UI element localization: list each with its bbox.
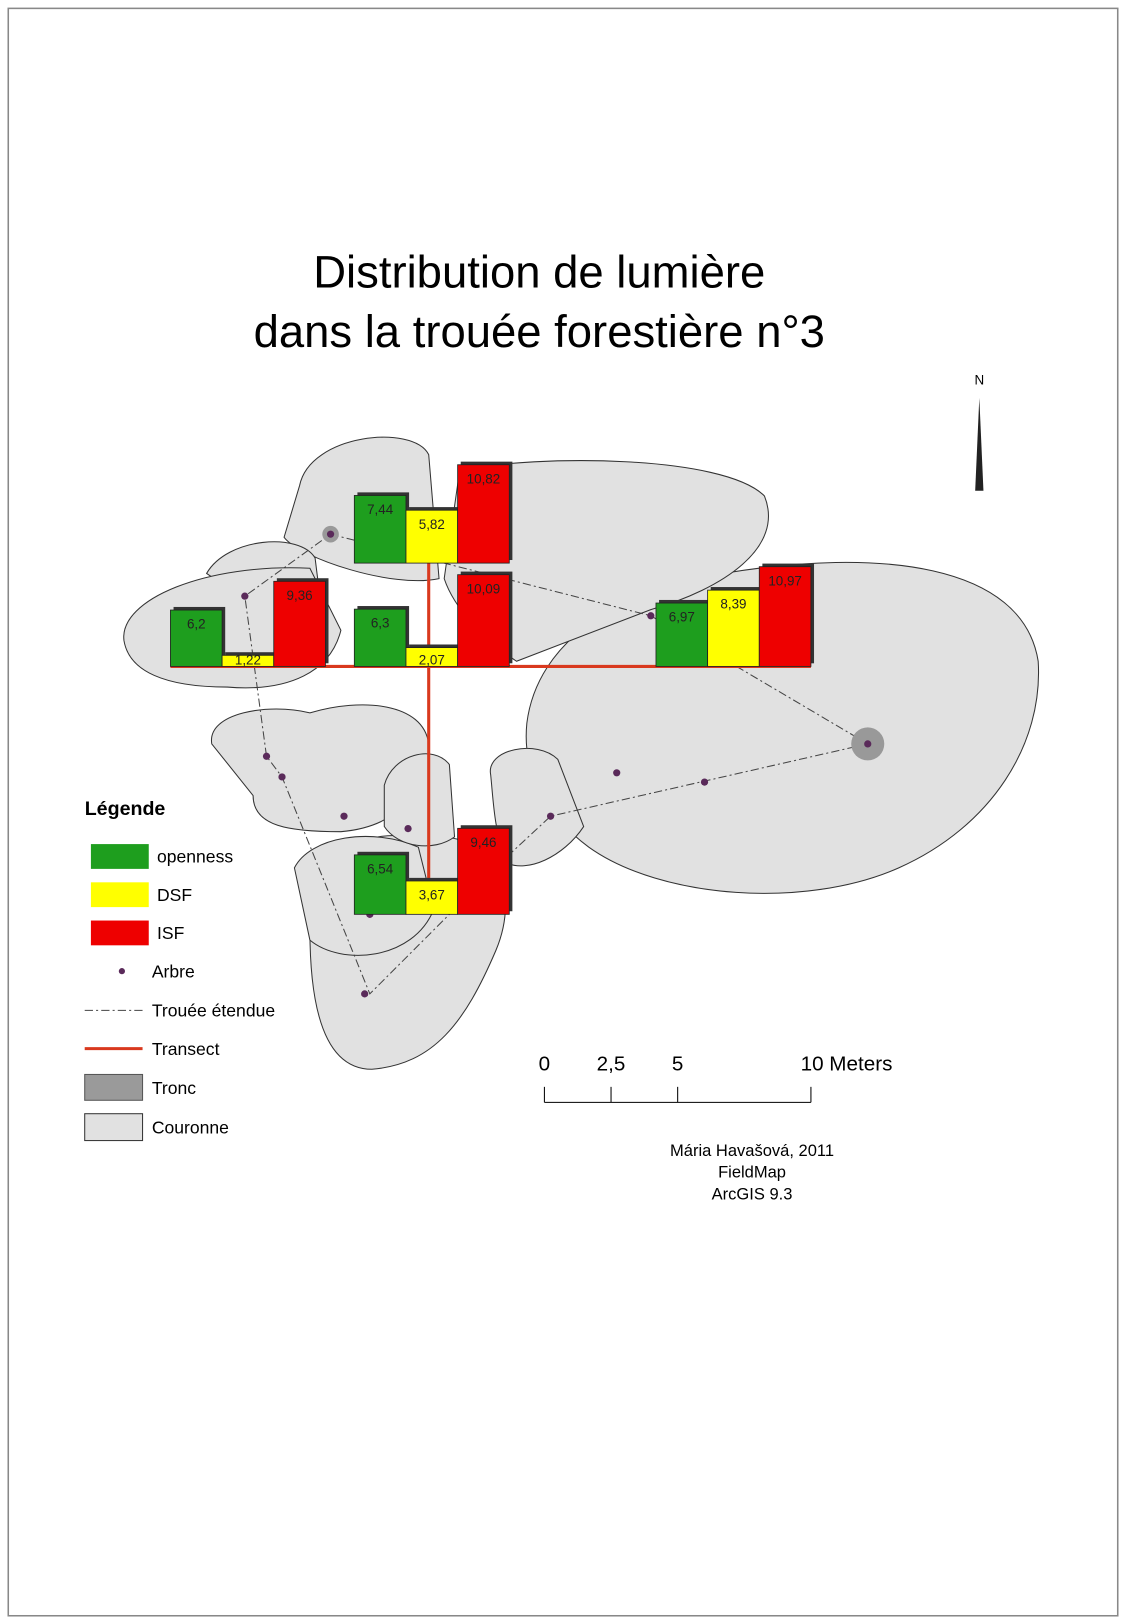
tree: [404, 824, 412, 833]
bar: [707, 589, 760, 667]
north-arrow: N: [974, 372, 984, 491]
legend-title: Légende: [85, 798, 166, 820]
legend-symbol: [84, 1113, 144, 1142]
value-label: 9,46: [470, 835, 496, 850]
value-label: 8,39: [720, 597, 746, 612]
scale-label: 5: [672, 1052, 684, 1075]
legend: Légende openness DSF ISF Arbre Trouée étendu…: [84, 798, 275, 1142]
tree: [546, 812, 555, 820]
legend-label: Couronne: [152, 1117, 229, 1137]
legend-label: Arbre: [152, 961, 195, 981]
credit: Mária Havašová, 2011: [670, 1141, 834, 1160]
bar: [457, 827, 510, 915]
legend-label: Transect: [152, 1039, 220, 1059]
scale-bar: 0 2,5 5 10 Meters: [539, 1052, 893, 1103]
value-label: 6,3: [371, 616, 390, 631]
title-line: Distribution de lumière: [313, 246, 765, 297]
tree: [326, 530, 335, 538]
value-label: 7,44: [367, 502, 394, 517]
bar: [353, 495, 407, 564]
title-line: dans la trouée forestière n°3: [254, 306, 825, 357]
value-label: 10,09: [467, 581, 501, 596]
value-label: 3,67: [419, 888, 445, 903]
value-label: 1,22: [235, 652, 261, 667]
credits: Mária Havašová, 2011 FieldMap ArcGIS 9.3: [670, 1141, 834, 1203]
bar: [353, 854, 407, 915]
tree: [361, 990, 369, 998]
bar: [655, 602, 709, 667]
value-label: 6,97: [669, 610, 695, 625]
legend-swatch: [90, 844, 149, 869]
value-label: 6,54: [367, 861, 394, 876]
gap-outline: [244, 533, 870, 995]
tree: [700, 778, 709, 786]
tree: [864, 740, 872, 748]
legend-label: openness: [157, 847, 233, 867]
tree: [613, 769, 621, 777]
bar: [170, 609, 223, 667]
legend-swatch: [90, 882, 149, 908]
value-label: 6,2: [187, 617, 206, 632]
scale-label: 0: [539, 1052, 551, 1075]
value-label: 2,07: [419, 652, 445, 667]
legend-swatch: [90, 920, 149, 946]
bar-charts: 7,44 6,2 6,3 6,97 6,54 5,82 1,22 2,07 8,39 3,67 10…: [170, 461, 815, 915]
value-label: 10,82: [467, 471, 501, 486]
bar: [758, 566, 812, 667]
bar: [405, 880, 459, 915]
credit: ArcGIS 9.3: [712, 1184, 793, 1203]
bar: [457, 464, 510, 564]
bar: [273, 580, 326, 667]
credit: FieldMap: [718, 1163, 786, 1182]
tree: [241, 592, 249, 600]
trees: [241, 530, 872, 998]
tree: [262, 752, 271, 760]
north-arrow-shape: [975, 397, 984, 491]
value-label: 5,82: [419, 517, 445, 532]
legend-label: Tronc: [152, 1078, 196, 1098]
value-label: 10,97: [768, 573, 802, 588]
crown: [490, 747, 585, 867]
legend-label: ISF: [157, 923, 185, 943]
bar: [457, 574, 510, 667]
crown: [383, 753, 456, 847]
tree: [278, 773, 286, 781]
tree: [647, 612, 655, 620]
scale-label: 2,5: [597, 1052, 626, 1075]
legend-symbol: [118, 968, 125, 975]
value-label: 9,36: [287, 588, 313, 603]
scale-label: 10 Meters: [801, 1052, 893, 1075]
legend-symbol: [84, 1073, 144, 1101]
north-label: N: [974, 372, 984, 387]
legend-label: Trouée étendue: [152, 1001, 275, 1021]
bar: [353, 608, 407, 667]
tree: [340, 812, 348, 820]
legend-label: DSF: [157, 885, 192, 905]
